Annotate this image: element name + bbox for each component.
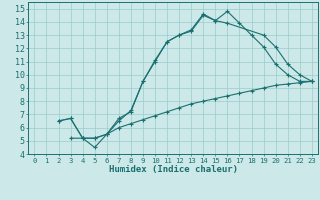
X-axis label: Humidex (Indice chaleur): Humidex (Indice chaleur)	[108, 165, 238, 174]
